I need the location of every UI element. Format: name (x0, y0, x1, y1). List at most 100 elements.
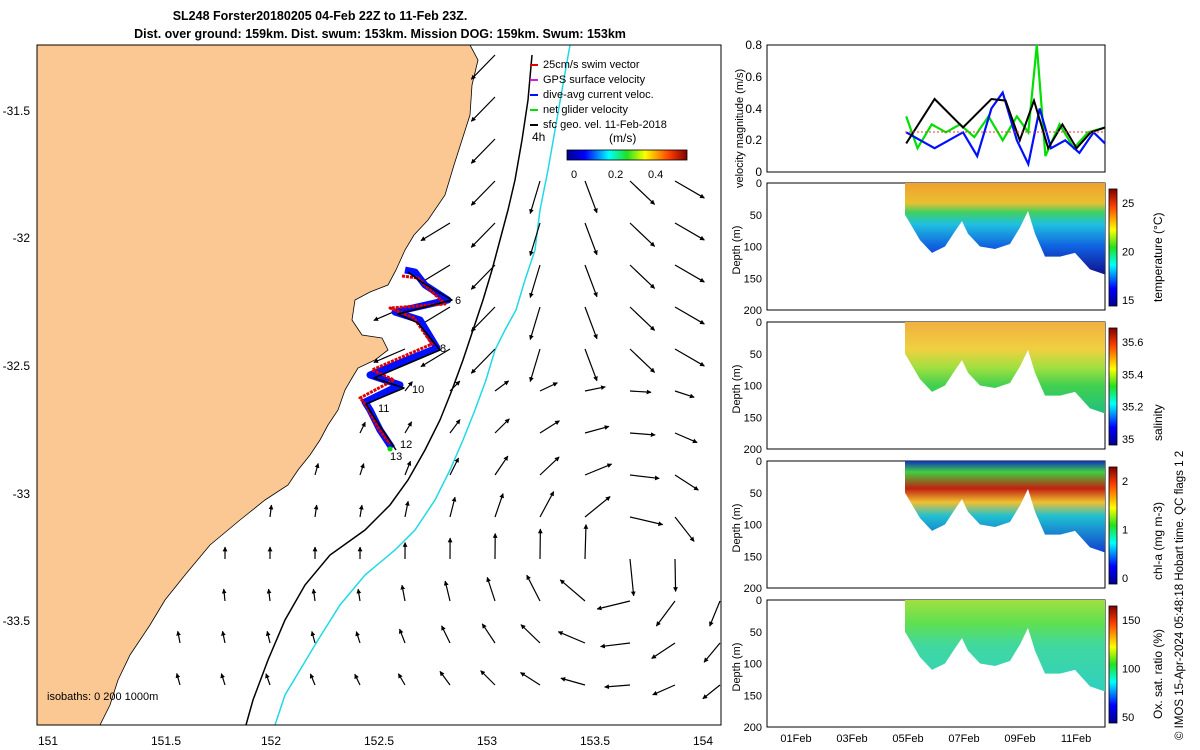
velocity-arrow-55 (584, 463, 613, 476)
swim-vector-track (358, 274, 447, 445)
cbar-tick-1-1: 35.4 (1122, 369, 1143, 381)
velocity-arrow-110 (439, 670, 451, 686)
velocity-arrow-22 (470, 306, 496, 332)
velocity-line-1 (905, 90, 1106, 168)
velocity-arrow-31 (584, 348, 598, 382)
cbar-tick-2-1: 1 (1122, 525, 1128, 537)
velocity-arrow-32 (629, 348, 656, 373)
map-xtick-152: 152 (261, 734, 281, 748)
velocity-arrow-113 (560, 677, 586, 686)
velocity-arrow-9 (470, 222, 496, 248)
vel-ytick-0.2: 0.2 (745, 133, 762, 147)
velocity-arrow-4 (529, 180, 541, 215)
isobath-label: isobaths: 0 200 1000m (47, 691, 158, 703)
velocity-arrow-33 (674, 348, 705, 367)
speed-colorbar (566, 149, 688, 161)
map-ytick--33.5: -33.5 (3, 614, 31, 628)
cbar-tick-1-3: 35 (1122, 434, 1134, 446)
velocity-arrow-58 (268, 504, 274, 518)
cbar-tick-2-2: 0 (1122, 573, 1128, 585)
velocity-arrow-79 (221, 588, 227, 602)
velocity-arrow-41 (359, 421, 366, 434)
velocity-arrow-49 (314, 462, 320, 476)
depth-ytick-2-3: 150 (744, 551, 762, 563)
velocity-arrow-59 (313, 504, 319, 518)
velocity-arrow-30 (529, 348, 541, 383)
map-y-axis: -31.5 -32 -32.5 -33 -33.5 (3, 104, 31, 628)
velocity-arrow-114 (604, 684, 631, 690)
velocity-arrow-8 (420, 222, 451, 242)
cbar-tick-2-0: 2 (1122, 476, 1128, 488)
velocity-arrow-52 (449, 457, 460, 476)
velocity-arrow-98 (481, 623, 496, 644)
depth-ytick-1-3: 150 (744, 412, 762, 424)
velocity-arrow-13 (674, 222, 705, 241)
cbar-label-0: temperature (°C) (1151, 213, 1165, 303)
velocity-arrow-10 (529, 222, 541, 257)
legend-gps: GPS surface velocity (543, 74, 646, 86)
cbar-label-1: salinity (1151, 404, 1165, 441)
velocity-arrow-96 (398, 628, 406, 644)
velocity-arrow-50 (359, 463, 365, 476)
velocity-arrow-46 (584, 425, 610, 434)
velocity-arrow-34 (404, 381, 413, 392)
depth-ytick-2-1: 50 (750, 488, 762, 500)
velocity-arrow-5 (584, 180, 598, 214)
velocity-arrow-26 (674, 306, 705, 325)
map-xtick-152.5: 152.5 (364, 734, 394, 748)
vel-ytick-0.8: 0.8 (745, 38, 762, 52)
velocity-arrow-18 (629, 264, 656, 289)
velocity-arrow-80 (266, 588, 272, 602)
depth-ylabel-2: Depth (m) (731, 504, 743, 553)
velocity-arrow-25 (629, 306, 656, 331)
depth-colorbar-2 (1108, 466, 1118, 585)
legend-net: net glider velocity (543, 104, 628, 116)
depth-colorbar-3 (1108, 605, 1118, 724)
depth-ytick-3-0: 0 (756, 595, 762, 607)
velocity-line-0 (905, 44, 1106, 157)
velocity-series (905, 44, 1106, 168)
velocity-arrow-48 (674, 432, 698, 444)
velocity-arrow-16 (529, 264, 541, 299)
time-tick-03Feb: 03Feb (836, 733, 867, 745)
depth-ytick-1-1: 50 (750, 349, 762, 361)
map-ytick--32.5: -32.5 (3, 359, 31, 373)
velocity-arrow-0 (470, 54, 496, 80)
velocity-arrow-61 (404, 500, 410, 518)
velocity-arrow-88 (596, 600, 631, 611)
map-ytick--33: -33 (13, 487, 31, 501)
velocity-arrow-11 (584, 222, 598, 256)
map-xtick-153: 153 (477, 734, 497, 748)
depth-section-2 (905, 461, 1105, 553)
velocity-arrow-90 (709, 600, 721, 627)
velocity-arrow-2 (470, 138, 496, 164)
cbar-tick-0-0: 25 (1122, 198, 1134, 210)
vel-ytick-0.6: 0.6 (745, 70, 762, 84)
isobath-1000m (274, 45, 571, 725)
velocity-arrow-67 (674, 516, 695, 542)
velocity-arrow-40 (674, 390, 695, 399)
velocity-arrow-83 (400, 584, 406, 602)
velocity-arrow-65 (584, 496, 611, 518)
depth-panel-1: 0 50 100 150 200 Depth (m) 35.6 35.4 35.2 35 salin… (731, 317, 1165, 456)
depth-panel-0: 0 50 100 150 200 Depth (m) 25 20 15 temperature (… (731, 178, 1165, 317)
depth-ytick-1-2: 100 (744, 381, 762, 393)
depth-colorbar-0 (1108, 188, 1118, 307)
track-label-11: 11 (378, 403, 389, 415)
depth-ytick-0-3: 150 (744, 273, 762, 285)
depth-ytick-1-0: 0 (756, 317, 762, 329)
legend-sfc-geo: sfc geo. vel. 11-Feb-2018 (543, 119, 667, 131)
velocity-arrow-116 (702, 684, 721, 700)
map-ytick--32: -32 (13, 231, 31, 245)
velocity-arrow-44 (494, 418, 510, 434)
depth-ytick-0-0: 0 (756, 178, 762, 190)
velocity-arrow-102 (651, 642, 676, 659)
velocity-arrow-62 (449, 496, 457, 518)
cbar-tick-3-1: 100 (1122, 664, 1140, 676)
velocity-arrow-86 (526, 574, 541, 602)
depth-ytick-2-4: 200 (744, 583, 762, 595)
velocity-arrow-101 (600, 642, 631, 649)
velocity-arrow-47 (629, 432, 656, 438)
